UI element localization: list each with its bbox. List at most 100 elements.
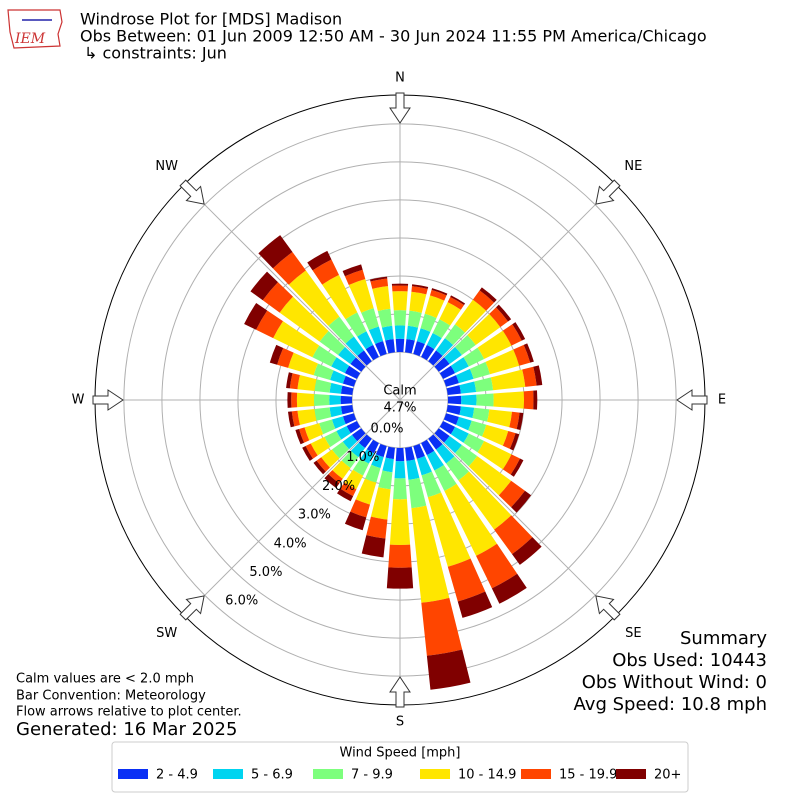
r-tick-label: 4.0% — [274, 536, 307, 551]
bar-segment — [366, 516, 388, 539]
legend-box — [111, 741, 689, 793]
bar-segment — [370, 487, 391, 520]
bar-segment — [394, 325, 406, 339]
bar-segment — [273, 321, 320, 358]
bar-segment — [369, 276, 388, 282]
compass-arrow — [179, 595, 205, 621]
bar-segment — [312, 259, 339, 285]
bar-segment — [355, 478, 377, 505]
bar-segment — [331, 441, 350, 459]
bar-segment — [512, 322, 526, 341]
bar-segment — [342, 434, 358, 450]
bar-segment — [406, 325, 419, 341]
bar-segment — [346, 421, 361, 434]
bar-segment — [372, 286, 391, 312]
bar-segment — [421, 344, 435, 361]
bar-segment — [357, 350, 372, 366]
bar-segment — [385, 446, 395, 460]
bar-segment — [455, 444, 478, 467]
bar-segment — [482, 424, 509, 446]
bar-segment — [443, 375, 459, 387]
legend-label: 15 - 19.9 — [559, 768, 617, 783]
bar-segment — [427, 492, 471, 567]
bar-segment — [344, 269, 366, 285]
compass-label: SE — [625, 626, 641, 641]
bar-segment — [424, 295, 445, 318]
bar-segment — [394, 461, 406, 479]
bar-segment — [468, 420, 487, 437]
bar-segment — [338, 346, 356, 364]
bar-segment — [388, 544, 412, 568]
bar-segment — [446, 405, 461, 415]
bar-segment — [392, 291, 408, 311]
bar-segment — [344, 469, 364, 490]
legend-swatch — [521, 769, 551, 779]
bar-segment — [477, 330, 512, 359]
bar-segment — [489, 307, 509, 328]
bar-segment — [476, 543, 518, 589]
bar-segment — [461, 394, 477, 406]
bar-segment — [381, 325, 394, 341]
bar-segment — [375, 443, 387, 458]
constraints: ↳ constraints: Jun — [84, 44, 227, 63]
summary: Obs Without Wind: 0 — [582, 672, 767, 693]
bar-segment — [340, 395, 353, 405]
bar-segment — [328, 470, 343, 484]
bar-segment — [446, 385, 461, 395]
bar-segment — [342, 264, 363, 277]
bar-segment — [313, 460, 326, 475]
bar-segment — [439, 421, 456, 435]
chart-subtitle: Obs Between: 01 Jun 2009 12:50 AM - 30 J… — [80, 27, 707, 46]
bar-segment — [446, 456, 469, 481]
bar-segment — [428, 434, 443, 450]
r-tick-label: 5.0% — [249, 565, 282, 580]
r-tick-label: 3.0% — [298, 508, 331, 523]
bar-segment — [250, 271, 278, 301]
bar-segment — [447, 395, 462, 405]
bar-segment — [258, 235, 293, 269]
bar-segment — [432, 319, 451, 339]
bar-segment — [316, 457, 330, 472]
bar-segment — [324, 474, 340, 489]
bar-segment — [312, 345, 337, 367]
bar-segment — [378, 470, 393, 490]
bar-segment — [459, 381, 477, 394]
bar-segment — [377, 308, 393, 328]
bar-segment — [382, 457, 394, 473]
bar-segment — [305, 443, 318, 459]
compass-label: E — [718, 393, 726, 408]
bar-segment — [289, 373, 300, 390]
bar-segment — [509, 433, 520, 451]
bar-segment — [436, 338, 454, 356]
bar-segment — [413, 443, 425, 459]
bar-segment — [456, 368, 474, 384]
bar-segment — [331, 416, 346, 429]
bar-segment — [291, 392, 298, 408]
bar-segment — [340, 482, 357, 497]
bar-segment — [496, 304, 512, 322]
compass-arrow — [389, 92, 411, 124]
grid-spoke — [183, 399, 401, 617]
bar-segment — [450, 295, 466, 306]
compass-label: W — [72, 393, 85, 408]
generated: Generated: 16 Mar 2025 — [16, 719, 237, 740]
bar-segment — [286, 372, 293, 389]
bar-segment — [434, 357, 450, 372]
legend-swatch — [313, 769, 343, 779]
bar-segment — [426, 332, 442, 350]
bar-segment — [361, 535, 386, 558]
bar-segment — [421, 471, 442, 498]
bar-segment — [510, 458, 524, 477]
bar-segment — [287, 411, 295, 428]
bar-segment — [406, 459, 420, 480]
compass-arrow — [389, 676, 411, 708]
bar-segment — [407, 310, 422, 328]
bar-segment — [314, 407, 332, 421]
bar-segment — [310, 436, 331, 456]
bar-segment — [533, 390, 538, 410]
bar-segment — [368, 326, 384, 344]
bar-segment — [313, 393, 330, 407]
bar-segment — [420, 313, 437, 332]
bar-segment — [365, 344, 379, 361]
summary: Summary — [680, 628, 767, 649]
